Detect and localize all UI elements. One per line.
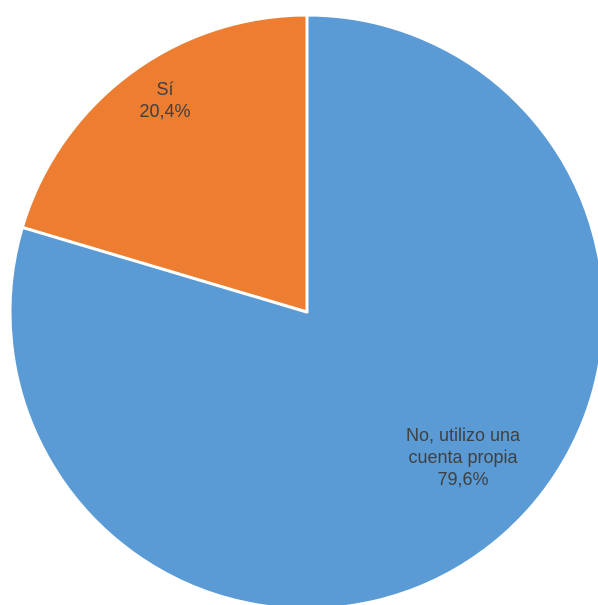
pie-value-label: 79,6% xyxy=(437,469,488,489)
pie-data-label-0: No, utilizo una cuenta propia 79,6% xyxy=(406,425,521,489)
pie-slice-1 xyxy=(20,13,309,314)
pie-slice-0 xyxy=(8,13,598,605)
pie-category-label: No, utilizo una xyxy=(406,425,521,445)
pie-value-label: 20,4% xyxy=(139,101,190,121)
pie-data-label-1: Sí 20,4% xyxy=(139,79,190,121)
pie-category-label: Sí xyxy=(156,79,173,99)
pie-data-labels: No, utilizo una cuenta propia 79,6% Sí 20,4% xyxy=(139,79,521,489)
pie-slices xyxy=(8,13,598,605)
pie-category-label: cuenta propia xyxy=(408,447,518,467)
